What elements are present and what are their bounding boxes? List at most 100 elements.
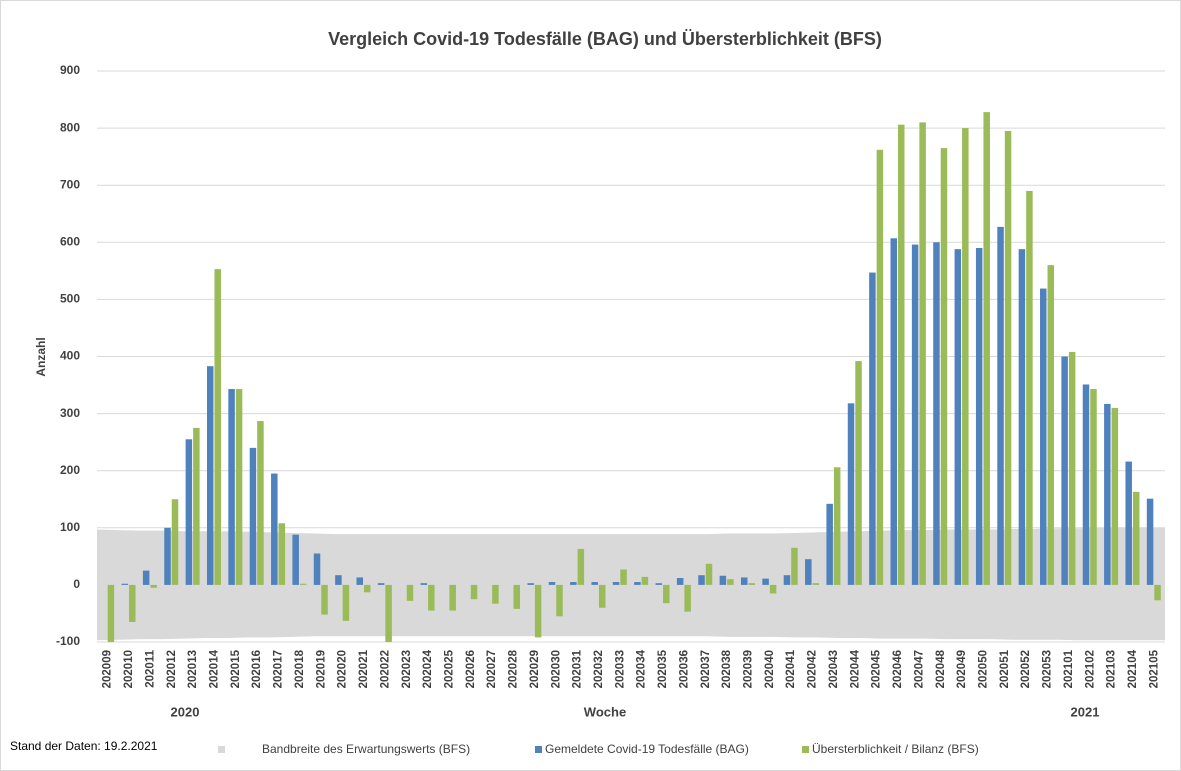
bar [727, 579, 734, 585]
y-tick-label: 900 [60, 63, 80, 77]
x-tick-label: 202045 [871, 649, 883, 688]
x-tick-label: 202021 [358, 649, 370, 688]
bar [634, 582, 641, 585]
bar [449, 584, 456, 611]
bar [769, 584, 777, 594]
bar [249, 447, 257, 585]
y-tick-label: -100 [56, 634, 80, 648]
x-tick-label: 202029 [529, 650, 541, 688]
group-label: 2020 [171, 704, 200, 719]
y-tick-label: 800 [60, 120, 80, 134]
bar [335, 575, 342, 585]
bar [206, 366, 214, 585]
x-tick-label: 202032 [593, 650, 605, 688]
x-tick-label: 202105 [1148, 649, 1160, 688]
legend-swatch [535, 746, 542, 753]
bar [663, 584, 670, 604]
bar [1004, 130, 1012, 585]
bar [975, 248, 983, 585]
bar [1082, 384, 1090, 585]
x-tick-label: 202053 [1042, 650, 1054, 688]
bar [791, 547, 798, 585]
bar [377, 583, 385, 585]
bar [641, 576, 649, 585]
bar [1047, 265, 1055, 585]
bar [940, 148, 948, 585]
chart-title: Vergleich Covid-19 Todesfälle (BAG) und … [328, 29, 882, 49]
x-tick-label: 202028 [508, 649, 520, 688]
bar [356, 577, 363, 585]
x-tick-label: 202027 [486, 650, 498, 688]
x-tick-label: 202031 [572, 649, 584, 688]
x-tick-label: 202034 [636, 649, 648, 688]
legend-label: Gemeldete Covid-19 Todesfälle (BAG) [545, 742, 749, 756]
bar [385, 584, 392, 642]
x-tick-label: 202033 [614, 650, 626, 688]
x-tick-label: 202036 [678, 650, 690, 688]
x-tick-label: 202012 [166, 650, 178, 688]
bar [719, 575, 727, 585]
x-tick-label: 202009 [102, 650, 114, 688]
bar [193, 427, 200, 585]
y-tick-label: 200 [60, 463, 80, 477]
x-tick-label: 202048 [935, 649, 947, 688]
bar [1146, 498, 1154, 585]
bar [342, 584, 350, 621]
x-tick-label: 202022 [379, 650, 391, 688]
bar [278, 523, 286, 585]
bar [299, 583, 307, 585]
y-axis-label: Anzahl [34, 337, 48, 376]
bar [983, 112, 990, 585]
bar [513, 584, 521, 609]
x-tick-label: 202023 [401, 650, 413, 688]
bar [655, 583, 663, 585]
bar [898, 124, 905, 585]
group-label: 2021 [1071, 704, 1100, 719]
bar [1068, 351, 1076, 585]
bar [271, 473, 278, 585]
x-tick-label: 202044 [849, 649, 861, 688]
y-tick-label: 0 [73, 577, 80, 591]
x-tick-label: 202013 [187, 650, 199, 688]
bar [812, 583, 820, 585]
legend-label: Übersterblichkeit / Bilanz (BFS) [812, 742, 979, 756]
bar [257, 421, 264, 585]
bar [933, 242, 940, 585]
y-tick-label: 700 [60, 177, 80, 191]
bar [1040, 288, 1047, 585]
y-tick-label: 100 [60, 520, 80, 534]
bar [150, 584, 157, 588]
bar [740, 577, 748, 585]
bar [1111, 407, 1119, 585]
bar [1125, 461, 1132, 585]
bar [548, 582, 556, 585]
bar [869, 272, 876, 585]
x-tick-label: 202041 [785, 649, 797, 688]
bar [527, 583, 534, 585]
bar [833, 467, 841, 585]
bar [228, 389, 235, 585]
x-tick-label: 202038 [721, 649, 733, 688]
bar [577, 548, 585, 585]
bar [1026, 190, 1033, 585]
bar [1061, 356, 1068, 585]
bar [962, 128, 969, 585]
bar [919, 122, 926, 585]
bar [876, 149, 884, 585]
x-tick-label: 202043 [828, 650, 840, 688]
bar [107, 584, 115, 642]
x-tick-label: 202037 [700, 650, 712, 688]
bar [534, 584, 542, 638]
bar [428, 584, 435, 611]
x-tick-label: 202020 [337, 650, 349, 688]
y-tick-label: 400 [60, 349, 80, 363]
bar [911, 244, 919, 585]
x-tick-label: 202018 [294, 649, 306, 688]
legend-label: Bandbreite des Erwartungswerts (BFS) [262, 742, 470, 756]
bar [847, 403, 855, 585]
x-tick-label: 202046 [892, 650, 904, 688]
legend-swatch [802, 746, 809, 753]
x-tick-label: 202025 [443, 649, 455, 688]
legend-swatch [218, 746, 225, 753]
bar [1154, 584, 1161, 601]
